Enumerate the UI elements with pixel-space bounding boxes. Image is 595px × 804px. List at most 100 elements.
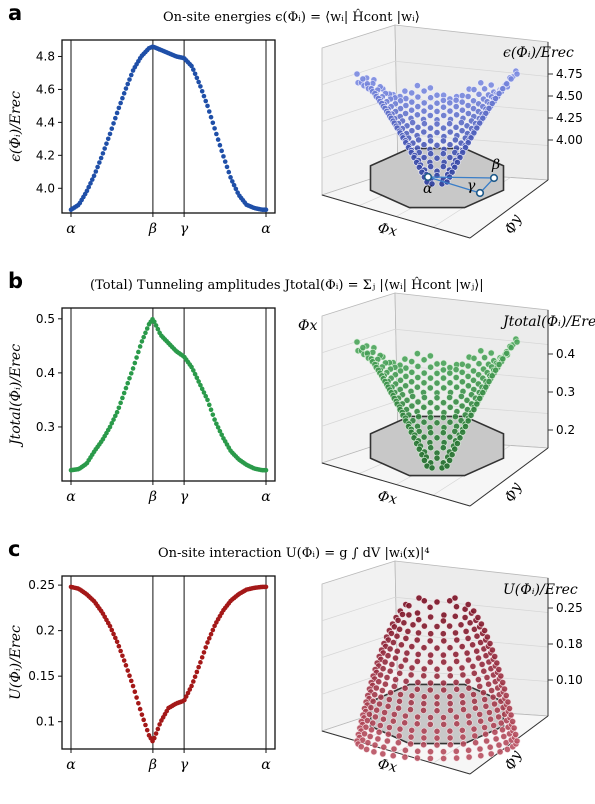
- surface-point: [396, 725, 404, 733]
- surface-point: [420, 741, 427, 749]
- surface-point: [464, 102, 472, 109]
- surface-point: [461, 605, 469, 613]
- surface-point: [491, 728, 499, 736]
- surface-point: [420, 356, 428, 364]
- surface-point: [503, 80, 511, 88]
- surface-point: [470, 725, 478, 733]
- surface-point: [390, 682, 398, 690]
- surface-point: [440, 399, 447, 407]
- surface-point: [439, 630, 447, 638]
- surface-point: [440, 611, 448, 619]
- surface-point: [458, 127, 466, 135]
- data-point: [198, 84, 203, 89]
- data-point: [144, 326, 150, 331]
- surface-point: [507, 711, 515, 719]
- surface-point: [470, 97, 477, 105]
- surface-point: [383, 737, 391, 745]
- data-point: [136, 349, 141, 355]
- surface-point: [377, 693, 385, 701]
- surface-point: [452, 103, 460, 110]
- surface-point: [401, 719, 409, 727]
- surface-point: [446, 700, 454, 707]
- surface-point: [407, 740, 414, 748]
- ztick-label: 0.25: [556, 601, 583, 615]
- surface-point: [452, 123, 460, 131]
- surface-point: [408, 106, 415, 114]
- z-axis-label: Jtotal(Φᵢ)/Erec: [500, 314, 595, 330]
- surface-point: [396, 697, 403, 705]
- surface-point: [420, 644, 428, 652]
- y-axis-line: [469, 715, 549, 775]
- surface-point: [353, 338, 361, 346]
- surface-point: [366, 733, 374, 740]
- data-point: [206, 109, 212, 114]
- surface-point: [363, 745, 370, 753]
- surface-point: [379, 750, 387, 758]
- surface-point: [433, 434, 441, 442]
- data-point: [191, 679, 196, 684]
- surface-point: [440, 679, 447, 687]
- surface-point: [415, 594, 423, 602]
- surface-point: [440, 714, 447, 721]
- data-point: [107, 131, 113, 137]
- data-point: [102, 146, 107, 151]
- xtick-label: β: [148, 221, 157, 237]
- surface-point: [407, 733, 415, 741]
- surface-point: [493, 706, 501, 714]
- surface-point: [513, 70, 521, 78]
- path-vertex: [423, 172, 433, 182]
- data-point: [210, 412, 216, 417]
- surface-point: [439, 651, 447, 659]
- surface-point: [453, 636, 461, 644]
- surface-point: [381, 709, 388, 716]
- data-point: [219, 432, 224, 438]
- surface-plot-b: 0.4 0.3 0.2 Jtotal(Φᵢ)/Erec Φx Φy Φx: [298, 292, 595, 508]
- surface-point: [440, 720, 448, 728]
- surface-point: [402, 364, 410, 372]
- surface-point: [470, 691, 477, 698]
- surface-point: [433, 623, 441, 630]
- surface-point: [389, 639, 397, 646]
- surface-point: [376, 722, 384, 729]
- surface-point: [446, 672, 454, 680]
- surface-point: [367, 704, 375, 711]
- surface-point: [446, 418, 454, 426]
- surface-point: [420, 403, 428, 411]
- surface-point: [499, 726, 506, 734]
- data-point: [194, 75, 200, 81]
- surface-point: [499, 85, 507, 93]
- data-point: [194, 375, 200, 381]
- data-point: [107, 623, 113, 629]
- data-point: [127, 673, 132, 679]
- surface-point: [414, 398, 422, 406]
- surface-point: [485, 680, 492, 688]
- surface-point: [381, 658, 389, 666]
- data-point: [185, 690, 191, 696]
- surface-point: [503, 349, 511, 357]
- surface-point: [395, 732, 403, 740]
- surface-point: [420, 622, 428, 630]
- data-point: [121, 91, 127, 96]
- data-point: [192, 371, 198, 377]
- surface-point: [415, 427, 423, 435]
- panel-c: c On-site interaction U(Φᵢ) = g ∫ dV |wᵢ…: [0, 536, 595, 804]
- surface-point: [397, 662, 405, 670]
- data-point: [88, 181, 93, 186]
- data-point: [123, 663, 129, 668]
- surface-point: [447, 706, 454, 714]
- data-point: [107, 424, 113, 430]
- ytick-label: 0.15: [28, 669, 55, 683]
- surface-point: [414, 93, 422, 101]
- x-axis-label: Φx: [376, 220, 398, 240]
- ytick-label: 0.5: [36, 312, 55, 326]
- surface-point: [365, 710, 373, 718]
- data-point: [139, 339, 145, 344]
- surface-point: [440, 103, 447, 111]
- surface-point: [372, 684, 380, 692]
- surface-point: [458, 368, 466, 376]
- surface-point: [385, 724, 393, 731]
- surface-point: [399, 611, 406, 618]
- surface-point: [370, 748, 378, 756]
- data-point: [210, 120, 216, 126]
- surface-point: [462, 628, 470, 635]
